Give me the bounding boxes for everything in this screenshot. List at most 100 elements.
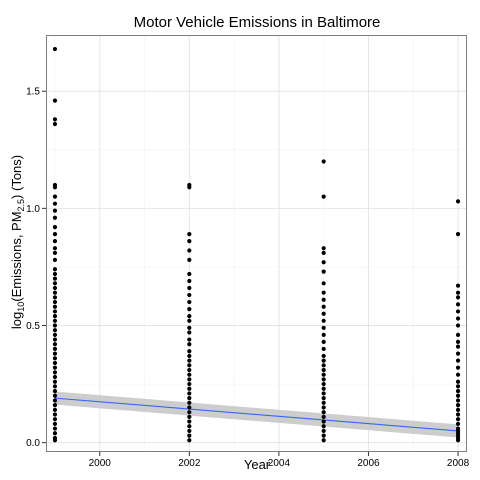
data-point (52, 117, 58, 122)
x-axis: 2000 2002 2004 2006 2008 (89, 452, 470, 469)
data-point (321, 358, 326, 363)
y-axis-title-prefix: log (9, 312, 24, 329)
data-point (187, 325, 192, 330)
y-tick-label: 0.0 (26, 438, 40, 449)
data-point (52, 185, 58, 190)
data-point (52, 337, 58, 342)
data-point (52, 285, 58, 291)
data-point (455, 365, 461, 370)
data-point (52, 421, 58, 426)
data-point (52, 257, 58, 262)
x-tick-label: 2000 (89, 458, 112, 469)
data-point (52, 246, 58, 251)
plot-area (46, 35, 467, 452)
data-point (52, 407, 58, 412)
data-point (455, 412, 461, 417)
data-point (321, 297, 326, 302)
data-point (455, 339, 461, 344)
data-point (455, 232, 461, 237)
y-axis-title-middle: (Emissions, PM (9, 211, 24, 301)
data-point (321, 400, 326, 405)
data-point (52, 208, 58, 213)
data-point (52, 323, 58, 328)
data-point (187, 292, 192, 298)
data-point (321, 396, 326, 401)
data-point (187, 381, 192, 387)
data-point (455, 309, 461, 314)
data-point (52, 370, 58, 375)
y-axis-title: log10(Emissions, PM2.5) (Tons) (9, 155, 26, 329)
data-point (455, 358, 461, 363)
data-point (455, 388, 461, 394)
data-point (52, 314, 58, 319)
data-point (455, 438, 461, 443)
data-point (321, 311, 326, 316)
data-point (52, 267, 58, 272)
data-point (52, 356, 58, 361)
data-point (52, 194, 58, 199)
data-point (52, 379, 58, 384)
data-point (52, 295, 58, 300)
data-point (52, 318, 58, 323)
data-point (187, 349, 192, 354)
data-point (321, 419, 326, 424)
data-point (455, 290, 461, 295)
data-point (321, 346, 326, 352)
data-point (52, 431, 58, 436)
data-point (187, 306, 192, 312)
data-point (52, 360, 58, 366)
data-point (187, 419, 192, 424)
data-point (321, 269, 326, 274)
data-point (321, 410, 326, 415)
data-point (187, 410, 192, 415)
data-point (321, 428, 326, 434)
data-point (455, 332, 461, 337)
data-point (455, 302, 461, 307)
y-tick-label: 1.5 (26, 87, 40, 98)
data-point (321, 159, 326, 164)
data-point (187, 391, 192, 396)
data-point (52, 46, 58, 52)
plot-border (46, 35, 467, 452)
data-point (187, 377, 192, 382)
data-point (187, 342, 192, 347)
data-point (455, 398, 461, 403)
data-point (52, 374, 58, 380)
data-point (52, 365, 58, 370)
data-point (187, 278, 192, 284)
data-point (321, 318, 326, 323)
y-axis-title-prefix-sub: 10 (16, 302, 26, 312)
data-point (187, 372, 192, 377)
data-point (187, 185, 192, 190)
data-point (321, 438, 326, 443)
data-point (321, 424, 326, 429)
y-tick-label: 0.5 (26, 321, 40, 332)
data-point (52, 215, 58, 220)
data-point (52, 328, 58, 333)
data-point (187, 353, 192, 359)
data-point (187, 386, 192, 391)
data-point (455, 384, 461, 389)
data-point (321, 414, 326, 419)
x-tick-label: 2008 (447, 458, 470, 469)
data-point (455, 323, 461, 328)
data-point (187, 314, 192, 319)
data-point (187, 257, 192, 262)
data-point (52, 426, 58, 431)
data-point (321, 381, 326, 387)
data-point (52, 98, 58, 103)
data-point (321, 281, 326, 286)
data-point (455, 417, 461, 422)
data-point (52, 232, 58, 237)
y-axis-title-middle-sub: 2.5 (16, 199, 26, 212)
data-point (52, 384, 58, 389)
data-point (52, 351, 58, 356)
data-point (187, 428, 192, 434)
data-point (321, 325, 326, 330)
y-axis-title-suffix: ) (Tons) (9, 155, 24, 199)
grid-minor (46, 35, 467, 452)
data-point (187, 424, 192, 429)
data-point (187, 232, 192, 237)
data-point (321, 372, 326, 377)
